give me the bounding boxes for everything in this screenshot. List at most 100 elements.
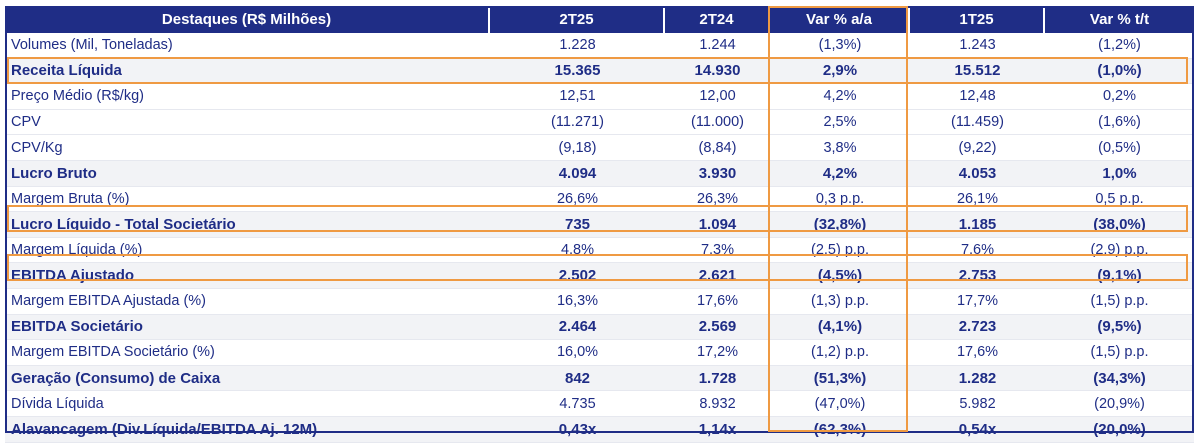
row-value: 17,2% [665, 340, 770, 366]
row-value: 15.365 [490, 58, 665, 85]
row-value: 15.512 [910, 58, 1045, 85]
row-value: 2.753 [910, 263, 1045, 289]
row-value: 12,51 [490, 84, 665, 110]
row-label: CPV/Kg [5, 135, 490, 161]
row-label: EBITDA Ajustado [5, 263, 490, 289]
row-value: (2,9) p.p. [1045, 238, 1194, 264]
row-value: 2.464 [490, 314, 665, 341]
row-value: 1.228 [490, 33, 665, 59]
row-value: 1,0% [1045, 160, 1194, 187]
header-1t25: 1T25 [910, 6, 1045, 33]
table-row: EBITDA Ajustado 2.502 2.621 (4,5%) 2.753 (9,1… [5, 263, 1194, 289]
row-label: Margem EBITDA Ajustada (%) [5, 289, 490, 315]
row-value: (1,5) p.p. [1045, 340, 1194, 366]
header-var-tt: Var % t/t [1045, 6, 1194, 33]
highlights-table-container: Destaques (R$ Milhões) 2T25 2T24 Var % a… [5, 6, 1194, 443]
row-value: (20,0%) [1045, 416, 1194, 443]
row-value: 1.094 [665, 212, 770, 238]
row-label: Preço Médio (R$/kg) [5, 84, 490, 110]
table-row: Margem EBITDA Societário (%) 16,0% 17,2% (1… [5, 340, 1194, 366]
row-value: 17,6% [910, 340, 1045, 366]
row-value: 0,2% [1045, 84, 1194, 110]
row-value: 0,43x [490, 416, 665, 443]
row-value: 1.728 [665, 365, 770, 392]
row-value: 4,2% [770, 84, 910, 110]
row-label: Margem Líquida (%) [5, 238, 490, 264]
highlights-table: Destaques (R$ Milhões) 2T25 2T24 Var % a… [5, 6, 1194, 443]
row-label: Volumes (Mil, Toneladas) [5, 33, 490, 59]
row-value: (9,18) [490, 135, 665, 161]
row-value: (51,3%) [770, 365, 910, 392]
row-value: (9,22) [910, 135, 1045, 161]
row-value: (11.000) [665, 110, 770, 136]
row-value: 0,54x [910, 416, 1045, 443]
row-value: 2.569 [665, 314, 770, 341]
row-label: Margem EBITDA Societário (%) [5, 340, 490, 366]
table-row: Margem EBITDA Ajustada (%) 16,3% 17,6% (1,3… [5, 289, 1194, 315]
row-value: 4.735 [490, 391, 665, 417]
row-value: 7,6% [910, 238, 1045, 264]
table-row: Margem Bruta (%) 26,6% 26,3% 0,3 p.p. 26,1% 0… [5, 187, 1194, 213]
row-value: (4,1%) [770, 314, 910, 341]
row-value: 3,8% [770, 135, 910, 161]
row-value: 1.244 [665, 33, 770, 59]
table-row: Lucro Bruto 4.094 3.930 4,2% 4.053 1,0% [5, 160, 1194, 187]
row-value: 3.930 [665, 160, 770, 187]
row-value: 12,00 [665, 84, 770, 110]
row-value: 4.094 [490, 160, 665, 187]
table-row: Preço Médio (R$/kg) 12,51 12,00 4,2% 12,48 0,… [5, 84, 1194, 110]
header-2t25: 2T25 [490, 6, 665, 33]
row-label: Margem Bruta (%) [5, 187, 490, 213]
row-value: 2.502 [490, 263, 665, 289]
table-header-row: Destaques (R$ Milhões) 2T25 2T24 Var % a… [5, 6, 1194, 33]
row-value: (1,5) p.p. [1045, 289, 1194, 315]
row-value: (20,9%) [1045, 391, 1194, 417]
header-var-aa: Var % a/a [770, 6, 910, 33]
row-value: 16,3% [490, 289, 665, 315]
row-value: 2.723 [910, 314, 1045, 341]
row-label: EBITDA Societário [5, 314, 490, 341]
row-value: 26,1% [910, 187, 1045, 213]
row-value: 842 [490, 365, 665, 392]
row-label: Alavancagem (Div.Líquida/EBITDA Aj. 12M) [5, 416, 490, 443]
row-label: Lucro Líquido - Total Societário [5, 212, 490, 238]
table-row: Margem Líquida (%) 4,8% 7,3% (2,5) p.p. 7,6%… [5, 238, 1194, 264]
row-value: 26,6% [490, 187, 665, 213]
row-label: Receita Líquida [5, 58, 490, 85]
row-value: 7,3% [665, 238, 770, 264]
row-value: 1.282 [910, 365, 1045, 392]
row-value: (38,0%) [1045, 212, 1194, 238]
row-value: 17,7% [910, 289, 1045, 315]
row-value: 17,6% [665, 289, 770, 315]
row-value: (1,0%) [1045, 58, 1194, 85]
row-value: (11.459) [910, 110, 1045, 136]
row-value: (9,1%) [1045, 263, 1194, 289]
table-row: Lucro Líquido - Total Societário 735 1.094… [5, 212, 1194, 238]
table-row: Alavancagem (Div.Líquida/EBITDA Aj. 12M)… [5, 416, 1194, 443]
row-label: Lucro Bruto [5, 160, 490, 187]
row-value: 1.185 [910, 212, 1045, 238]
row-value: 4,8% [490, 238, 665, 264]
row-value: (8,84) [665, 135, 770, 161]
row-value: (4,5%) [770, 263, 910, 289]
row-value: 2,5% [770, 110, 910, 136]
row-value: (9,5%) [1045, 314, 1194, 341]
table-row: Geração (Consumo) de Caixa 842 1.728 (51,3%… [5, 365, 1194, 392]
row-value: (32,8%) [770, 212, 910, 238]
table-row: Dívida Líquida 4.735 8.932 (47,0%) 5.982 (20,… [5, 391, 1194, 417]
row-value: 0,5 p.p. [1045, 187, 1194, 213]
row-value: 14.930 [665, 58, 770, 85]
table-row: Volumes (Mil, Toneladas) 1.228 1.244 (1,3%)… [5, 33, 1194, 59]
row-label: Geração (Consumo) de Caixa [5, 365, 490, 392]
row-label: Dívida Líquida [5, 391, 490, 417]
row-value: (62,3%) [770, 416, 910, 443]
row-value: (47,0%) [770, 391, 910, 417]
row-value: (1,3%) [770, 33, 910, 59]
row-value: 4.053 [910, 160, 1045, 187]
row-value: (11.271) [490, 110, 665, 136]
row-value: 2.621 [665, 263, 770, 289]
row-value: (2,5) p.p. [770, 238, 910, 264]
table-row: EBITDA Societário 2.464 2.569 (4,1%) 2.723 (9… [5, 314, 1194, 341]
header-destaques: Destaques (R$ Milhões) [5, 6, 490, 33]
row-label: CPV [5, 110, 490, 136]
